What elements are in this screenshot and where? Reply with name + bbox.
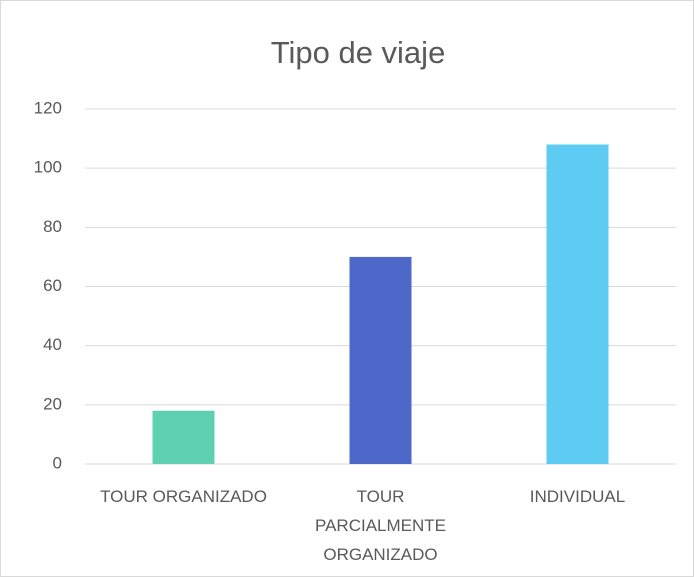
bar bbox=[546, 144, 609, 464]
bar bbox=[349, 256, 412, 464]
y-tick-label: 60 bbox=[43, 276, 62, 295]
y-tick-label: 120 bbox=[34, 98, 62, 117]
y-tick-label: 0 bbox=[53, 453, 62, 472]
bar bbox=[152, 410, 215, 464]
x-tick-label: INDIVIDUAL bbox=[529, 487, 626, 506]
y-tick-label: 80 bbox=[43, 217, 62, 236]
y-tick-label: 40 bbox=[43, 335, 62, 354]
y-tick-label: 100 bbox=[34, 158, 62, 177]
x-tick-label: TOUR ORGANIZADO bbox=[100, 487, 267, 506]
y-tick-label: 20 bbox=[43, 394, 62, 413]
x-tick-label: TOUR PARCIALMENTE ORGANIZADO bbox=[315, 487, 446, 564]
chart-title: Tipo de viaje bbox=[271, 35, 446, 70]
